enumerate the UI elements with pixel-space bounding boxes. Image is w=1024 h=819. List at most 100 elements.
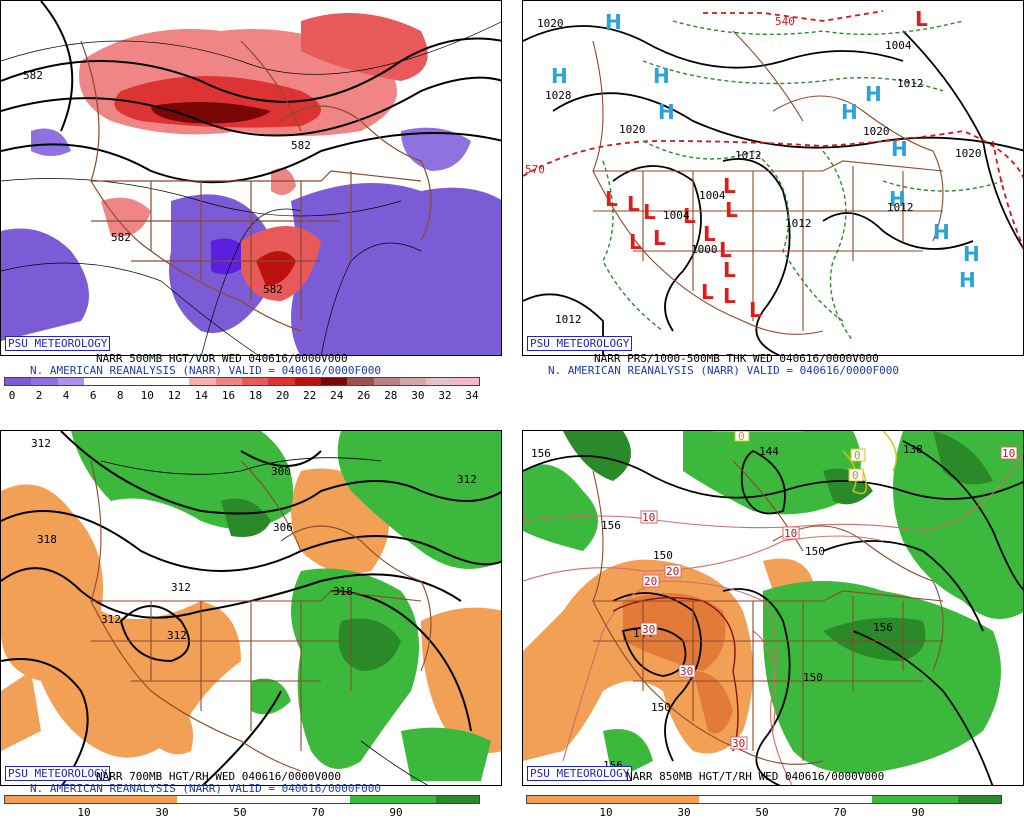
colorbar-tick-label: 22 [303, 389, 317, 402]
colorbar-swatch [134, 796, 178, 803]
colorbar-swatch [347, 378, 374, 385]
panel4-title: NARR 850MB HGT/T/RH WED 040616/0000V000 [626, 770, 885, 783]
colorbar-swatch [189, 378, 216, 385]
isobar-label: 1012 [555, 313, 582, 326]
colorbar-tick-label: 4 [62, 389, 70, 402]
colorbar-swatch [914, 796, 958, 803]
panel3-colorbar [4, 795, 480, 804]
colorbar-tick-label: 10 [77, 806, 91, 819]
colorbar-tick-label: 6 [89, 389, 97, 402]
colorbar-swatch [699, 796, 743, 803]
temperature-label-text: 10 [1002, 447, 1015, 460]
temperature-label-text: 0 [738, 431, 745, 443]
contour-label: 150 [803, 671, 823, 684]
colorbar-swatch [785, 796, 829, 803]
thickness-label: 540 [775, 15, 795, 28]
isobar-label: 1012 [887, 201, 914, 214]
colorbar-tick-label: 50 [233, 806, 247, 819]
contour-label: 156 [601, 519, 621, 532]
colorbar-tick-label: 30 [411, 389, 425, 402]
isobar-label: 1028 [545, 89, 572, 102]
contour-label: 156 [531, 447, 551, 460]
temperature-label-text: 0 [852, 469, 859, 482]
colorbar-swatch [957, 796, 1002, 803]
colorbar-swatch [263, 796, 307, 803]
high-pressure-symbol: H [841, 100, 858, 124]
temperature-label: 0 [850, 448, 866, 462]
high-pressure-symbol: H [891, 137, 908, 161]
isobar-label: 1004 [699, 189, 726, 202]
low-pressure-symbol: L [749, 298, 762, 322]
panel4-colorbar [526, 795, 1002, 804]
colorbar-tick-label: 34 [465, 389, 479, 402]
low-pressure-symbol: L [643, 200, 656, 224]
high-pressure-symbol: H [889, 187, 906, 211]
low-pressure-symbol: L [719, 238, 732, 262]
temperature-label-text: 30 [642, 623, 655, 636]
colorbar-swatch [871, 796, 915, 803]
contour-label: 312 [457, 473, 477, 486]
colorbar-tick-label: 20 [275, 389, 290, 402]
low-pressure-symbol: L [605, 187, 618, 211]
colorbar-swatch [162, 378, 190, 385]
colorbar-swatch [392, 796, 436, 803]
temperature-label: 30 [640, 622, 658, 636]
panel-850mb-hgt-t-rh: 156 156 144 150 150 150 156 138 144 150 … [522, 430, 1024, 786]
contour-label: 150 [651, 701, 671, 714]
colorbar-tick-label: 90 [389, 806, 403, 819]
colorbar-swatch [5, 378, 32, 385]
high-pressure-symbol: H [551, 64, 568, 88]
contour-label: 582 [263, 283, 283, 296]
colorbar-swatch [241, 378, 269, 385]
high-pressure-symbol: H [658, 100, 675, 124]
low-pressure-symbol: L [701, 280, 714, 304]
temperature-label: 10 [640, 510, 658, 524]
low-pressure-symbol: L [627, 192, 640, 216]
colorbar-tick-label: 30 [677, 806, 691, 819]
colorbar-tick-label: 8 [116, 389, 124, 402]
panel1-colorbar [4, 377, 480, 386]
colorbar-swatch [57, 378, 84, 385]
high-pressure-symbol: H [605, 10, 622, 34]
colorbar-swatch [220, 796, 264, 803]
colorbar-tick-label: 70 [311, 806, 325, 819]
isobar-label: 1012 [897, 77, 924, 90]
colorbar-swatch [31, 378, 58, 385]
temperature-label-text: 30 [680, 665, 693, 678]
colorbar-swatch [349, 796, 393, 803]
low-pressure-symbol: L [915, 7, 928, 31]
low-pressure-symbol: L [725, 198, 738, 222]
colorbar-tick-label: 24 [330, 389, 344, 402]
branding-label: PSU METEOROLOGY [5, 336, 111, 351]
low-pressure-symbol: L [723, 174, 736, 198]
isobar-label: 1020 [619, 123, 646, 136]
panel2-subtitle: N. AMERICAN REANALYSIS (NARR) VALID = 04… [548, 364, 899, 377]
isobar-label: 1012 [785, 217, 812, 230]
colorbar-swatch [48, 796, 92, 803]
temperature-label: 10 [782, 526, 800, 540]
colorbar-tick-label: 70 [833, 806, 847, 819]
isobar-label: 1000 [691, 243, 718, 256]
low-pressure-symbol: L [653, 226, 666, 250]
contour-label: 150 [805, 545, 825, 558]
colorbar-tick-label: 10 [599, 806, 613, 819]
isobar-label: 1004 [663, 209, 690, 222]
colorbar-swatch [268, 378, 295, 385]
colorbar-swatch [136, 378, 163, 385]
colorbar-swatch [320, 378, 348, 385]
colorbar-tick-label: 50 [755, 806, 769, 819]
isobar-label: 1020 [537, 17, 564, 30]
isobar-label: 1020 [955, 147, 982, 160]
contour-label: 312 [31, 437, 51, 450]
colorbar-tick-label: 30 [155, 806, 169, 819]
colorbar-swatch [83, 378, 111, 385]
colorbar-tick-label: 90 [911, 806, 925, 819]
colorbar-tick-label: 14 [194, 389, 209, 402]
colorbar-swatch [373, 378, 400, 385]
colorbar-tick-label: 0 [8, 389, 16, 402]
temperature-label-text: 20 [644, 575, 657, 588]
temperature-label: 0 [734, 431, 750, 443]
map-prs-thickness: H H H H H H H H H H H L L L L L L L L L … [523, 7, 1023, 355]
contour-label: 150 [653, 549, 673, 562]
colorbar-swatch [294, 378, 321, 385]
